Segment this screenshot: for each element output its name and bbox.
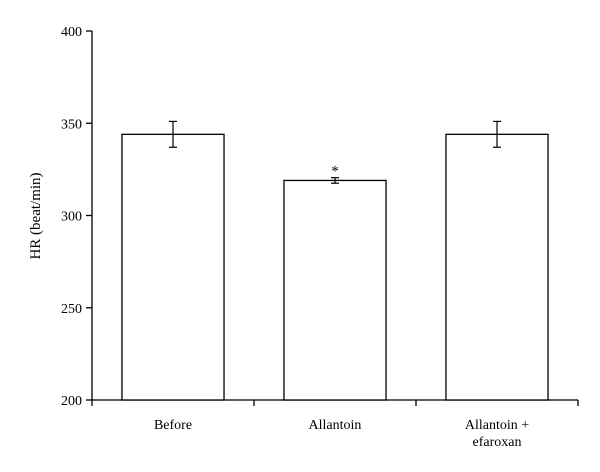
significance-marker: * <box>331 164 339 180</box>
bar <box>121 133 225 401</box>
bar <box>445 133 549 401</box>
x-tick-label: Allantoin <box>309 418 362 433</box>
bars: * <box>121 120 549 401</box>
x-tick-label: efaroxan <box>473 435 522 450</box>
bar <box>283 179 387 401</box>
y-tick-label: 200 <box>61 394 82 409</box>
x-tick-label: Before <box>154 418 192 433</box>
y-axis-title: HR (beat/min) <box>28 172 44 259</box>
y-axis: 200 250 300 350 400 <box>61 25 93 409</box>
x-tick-label: Allantoin + <box>465 418 529 433</box>
y-tick-label: 400 <box>61 25 82 40</box>
y-tick-label: 300 <box>61 210 82 225</box>
y-tick-label: 250 <box>61 302 82 317</box>
y-tick-label: 350 <box>61 117 82 132</box>
x-axis: Before Allantoin Allantoin + efaroxan <box>91 399 579 450</box>
